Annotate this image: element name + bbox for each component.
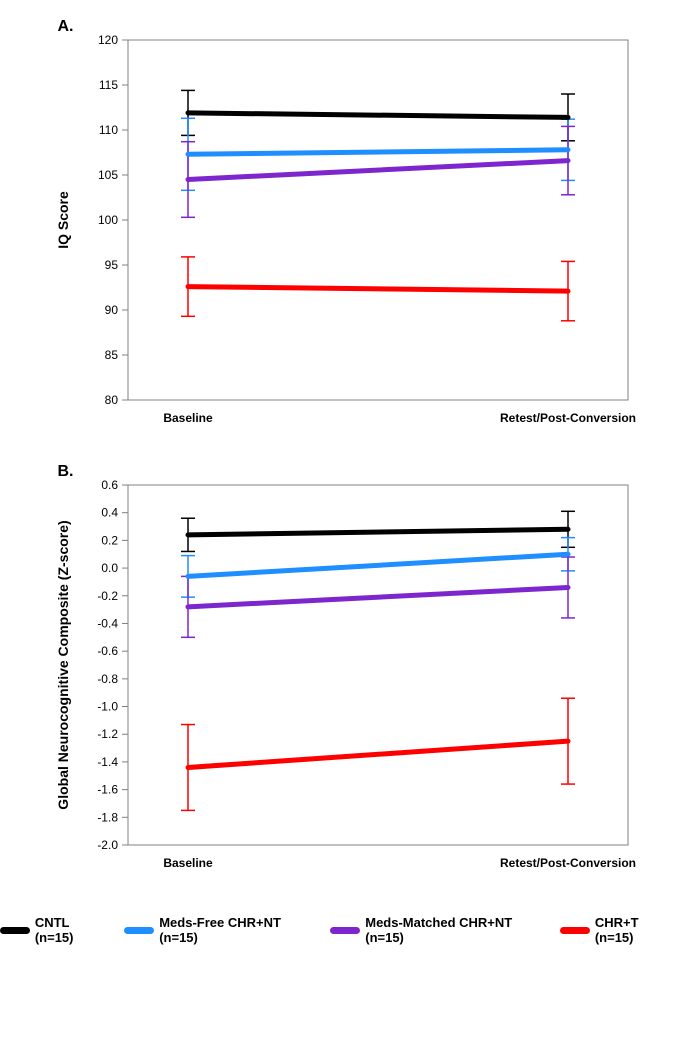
- legend-swatch: [330, 927, 360, 934]
- svg-text:-1.2: -1.2: [97, 727, 118, 741]
- svg-text:90: 90: [104, 303, 118, 317]
- legend-swatch: [560, 927, 590, 934]
- svg-text:-1.8: -1.8: [97, 810, 118, 824]
- legend-swatch: [0, 927, 30, 934]
- chart-a: 80 85 90 95 100 105 110 115 120 Baseline Retest/Po…: [28, 10, 648, 440]
- svg-text:0.4: 0.4: [101, 506, 118, 520]
- svg-text:0.6: 0.6: [101, 478, 118, 492]
- legend-label: CNTL (n=15): [35, 915, 107, 945]
- panel-b: B. -2.0-1.8-1.6-1.4-1.2-1.0-0.8-0.6-0.4-…: [28, 455, 648, 890]
- svg-text:0.2: 0.2: [101, 533, 118, 547]
- chart-b: -2.0 -1.8 -1.6 -1.4 -1.2 -1.0 -0.8 -0.6 -0.4 -0.2…: [28, 455, 648, 885]
- panel-a: A. 80 85 90 95 100 105 110 115 120 Baseline Retest…: [28, 10, 648, 445]
- legend-item: Meds-Matched CHR+NT (n=15): [330, 915, 542, 945]
- svg-text:-0.8: -0.8: [97, 672, 118, 686]
- svg-text:95: 95: [104, 258, 118, 272]
- svg-text:-1.0: -1.0: [97, 700, 118, 714]
- legend-swatch: [124, 927, 154, 934]
- svg-text:-1.4: -1.4: [97, 755, 118, 769]
- figure: A. 80 85 90 95 100 105 110 115 120 Baseline Retest…: [0, 0, 675, 960]
- legend: CNTL (n=15) Meds-Free CHR+NT (n=15) Meds-M…: [0, 915, 675, 945]
- svg-text:Retest/Post-Conversion: Retest/Post-Conversion: [499, 411, 635, 425]
- svg-text:110: 110: [98, 123, 117, 137]
- svg-text:120: 120: [97, 33, 117, 47]
- svg-text:115: 115: [98, 78, 117, 92]
- svg-text:IQ Score: IQ Score: [55, 191, 71, 249]
- svg-text:-1.6: -1.6: [97, 783, 118, 797]
- legend-label: Meds-Matched CHR+NT (n=15): [365, 915, 542, 945]
- panel-b-label: B.: [58, 463, 74, 481]
- svg-text:-2.0: -2.0: [97, 838, 118, 852]
- svg-text:-0.4: -0.4: [97, 616, 118, 630]
- panel-a-label: A.: [58, 18, 74, 36]
- svg-text:Baseline: Baseline: [163, 411, 213, 425]
- svg-text:85: 85: [104, 348, 118, 362]
- svg-text:-0.6: -0.6: [97, 644, 118, 658]
- legend-item: Meds-Free CHR+NT (n=15): [124, 915, 312, 945]
- legend-item: CNTL (n=15): [0, 915, 106, 945]
- svg-text:0.0: 0.0: [101, 561, 118, 575]
- svg-text:80: 80: [104, 393, 118, 407]
- svg-text:Baseline: Baseline: [163, 856, 213, 870]
- svg-text:105: 105: [97, 168, 117, 182]
- svg-text:-0.2: -0.2: [97, 589, 118, 603]
- svg-text:100: 100: [97, 213, 117, 227]
- svg-text:Global Neurocognitive Composit: Global Neurocognitive Composite (Z-score…: [55, 520, 71, 809]
- svg-text:Retest/Post-Conversion: Retest/Post-Conversion: [499, 856, 635, 870]
- legend-label: Meds-Free CHR+NT (n=15): [159, 915, 312, 945]
- legend-item: CHR+T (n=15): [560, 915, 675, 945]
- legend-label: CHR+T (n=15): [595, 915, 675, 945]
